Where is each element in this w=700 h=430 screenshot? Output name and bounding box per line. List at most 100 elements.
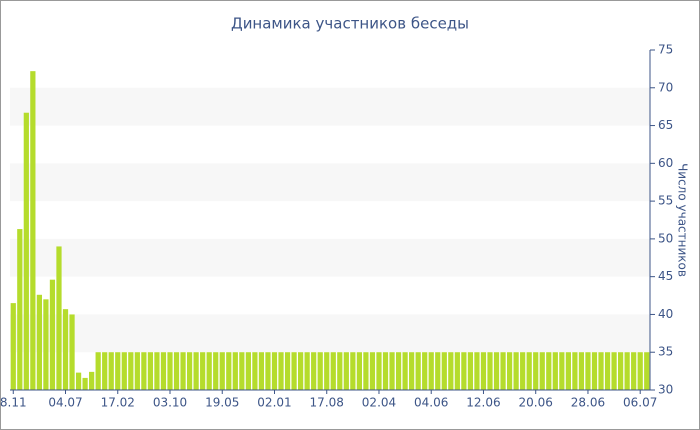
bar: [278, 352, 284, 390]
bar: [500, 352, 506, 390]
bar: [441, 352, 447, 390]
y-tick-label: 30: [658, 383, 673, 397]
bar: [258, 352, 265, 390]
bar: [578, 352, 585, 390]
bar: [644, 352, 650, 390]
y-tick-label: 65: [658, 118, 673, 132]
bar: [62, 309, 69, 390]
bar: [271, 352, 278, 390]
bar: [376, 352, 382, 390]
bar: [173, 352, 180, 390]
bar: [291, 352, 297, 390]
bar: [219, 352, 225, 390]
bar: [102, 352, 108, 390]
bar: [428, 352, 434, 390]
bar: [330, 352, 336, 390]
bar: [265, 352, 271, 390]
bar: [598, 352, 604, 390]
bar: [43, 299, 49, 390]
bar: [487, 352, 493, 390]
bar: [611, 352, 617, 390]
bar: [121, 352, 127, 390]
x-tick-label: 04.06: [414, 396, 448, 410]
bar: [186, 352, 193, 390]
x-tick-label: 19.05: [205, 396, 239, 410]
bar: [539, 352, 545, 390]
x-tick-label: 04.07: [48, 396, 82, 410]
bar: [369, 352, 376, 390]
bar: [128, 352, 134, 390]
bar: [141, 352, 147, 390]
bar: [591, 352, 598, 390]
bar: [552, 352, 558, 390]
bar: [350, 352, 356, 390]
bar: [252, 352, 258, 390]
bar: [604, 352, 611, 390]
bar: [17, 229, 23, 390]
bar: [467, 352, 474, 390]
bar: [36, 294, 42, 390]
bar: [480, 352, 487, 390]
x-tick-label: 02.04: [362, 396, 396, 410]
bar: [631, 352, 637, 390]
x-tick-label: 03.10: [153, 396, 187, 410]
bar: [513, 352, 519, 390]
bar: [82, 377, 88, 390]
bar: [526, 352, 532, 390]
bar: [324, 352, 330, 390]
y-tick-label: 50: [658, 231, 673, 245]
bar: [343, 352, 349, 390]
x-tick-label: 17.02: [101, 396, 135, 410]
bar: [382, 352, 389, 390]
bar: [637, 352, 643, 390]
bar: [448, 352, 454, 390]
y-tick-label: 55: [658, 194, 673, 208]
bar: [389, 352, 395, 390]
bar: [160, 352, 167, 390]
x-tick-label: 02.01: [257, 396, 291, 410]
bar: [311, 352, 317, 390]
bar: [624, 352, 630, 390]
y-tick-label: 35: [658, 345, 673, 359]
grid-band: [10, 314, 650, 353]
bar: [356, 352, 362, 390]
bar: [572, 352, 578, 390]
bar: [565, 352, 571, 390]
bar: [200, 352, 206, 390]
bar: [298, 352, 304, 390]
bar: [533, 352, 539, 390]
bar: [213, 352, 219, 390]
bar: [108, 352, 114, 390]
bar: [95, 352, 101, 390]
bar: [134, 352, 140, 390]
bar: [147, 352, 154, 390]
bar: [546, 352, 552, 390]
bar: [474, 352, 480, 390]
bar: [180, 352, 186, 390]
y-tick-label: 40: [658, 307, 673, 321]
x-tick-label: 8.11: [0, 396, 27, 410]
y-tick-label: 70: [658, 80, 673, 94]
bar: [422, 352, 428, 390]
bar: [559, 352, 565, 390]
x-tick-label: 28.06: [571, 396, 605, 410]
bar: [89, 371, 95, 390]
bar: [402, 352, 408, 390]
bar: [415, 352, 421, 390]
bar: [69, 314, 75, 390]
bar: [461, 352, 467, 390]
bar: [304, 352, 310, 390]
bar: [206, 352, 212, 390]
x-tick-label: 12.06: [466, 396, 500, 410]
bar: [49, 279, 56, 390]
bar: [226, 352, 232, 390]
y-tick-label: 45: [658, 269, 673, 283]
y-tick-label: 75: [658, 43, 673, 57]
y-tick-label: 60: [658, 156, 673, 170]
bar: [317, 352, 323, 390]
bar: [493, 352, 500, 390]
bar: [395, 352, 402, 390]
bar: [30, 71, 36, 391]
bar: [56, 246, 62, 390]
